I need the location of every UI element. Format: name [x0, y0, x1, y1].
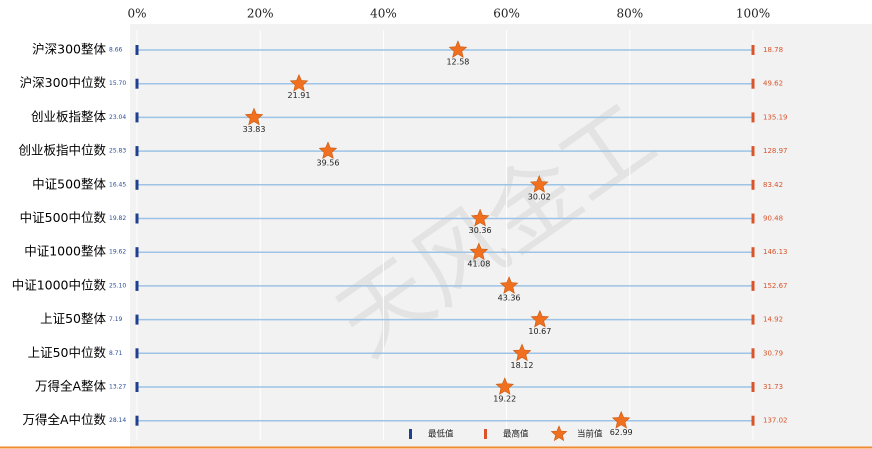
x-tick-label: 20% [247, 7, 274, 21]
min-marker [135, 314, 139, 325]
max-label: 90.48 [763, 215, 783, 223]
min-marker [135, 213, 139, 224]
min-label: 7.19 [109, 316, 123, 323]
min-label: 25.10 [109, 282, 126, 289]
min-label: 8.66 [109, 47, 123, 54]
current-label: 18.12 [511, 361, 534, 370]
min-marker [135, 146, 139, 157]
current-star [499, 276, 519, 294]
min-label: 8.71 [109, 350, 123, 357]
current-label: 33.83 [243, 125, 266, 134]
current-label: 43.36 [498, 293, 521, 302]
max-marker [751, 179, 755, 190]
category-label: 万得全A中位数 [22, 412, 106, 427]
max-marker [751, 213, 755, 224]
max-label: 31.73 [763, 383, 783, 391]
category-label: 中证1000整体 [24, 244, 106, 259]
current-label: 39.56 [317, 159, 340, 168]
category-label: 上证50中位数 [28, 345, 107, 360]
current-star [318, 141, 338, 160]
min-marker [135, 179, 139, 190]
current-star [611, 410, 631, 429]
min-marker [135, 382, 139, 392]
min-label: 19.82 [109, 215, 126, 222]
category-label: 中证1000中位数 [12, 277, 107, 292]
min-label: 19.62 [109, 249, 126, 256]
category-label: 万得全A整体 [35, 379, 107, 394]
min-marker [135, 78, 139, 89]
x-tick-label: 40% [370, 7, 397, 21]
max-marker [751, 382, 755, 392]
max-label: 135.19 [763, 113, 788, 121]
current-label: 19.22 [493, 395, 516, 404]
max-label: 137.02 [763, 417, 788, 425]
category-label: 上证50整体 [40, 311, 106, 326]
min-label: 16.45 [109, 181, 126, 188]
max-marker [751, 280, 755, 291]
min-label: 13.27 [109, 384, 126, 391]
x-tick-label: 60% [493, 7, 520, 21]
min-label: 28.14 [109, 417, 126, 424]
max-label: 30.79 [763, 349, 783, 357]
current-star [529, 175, 549, 193]
max-marker [751, 314, 755, 325]
current-label: 41.08 [467, 260, 490, 269]
max-label: 152.67 [763, 282, 788, 290]
max-label: 83.42 [763, 181, 783, 189]
current-label: 30.02 [528, 192, 551, 201]
min-label: 23.04 [109, 114, 126, 121]
current-star [289, 73, 309, 92]
min-marker [135, 280, 139, 291]
max-marker [751, 415, 755, 426]
min-marker [135, 112, 139, 123]
legend-swatch [409, 429, 412, 439]
max-marker [751, 348, 755, 359]
max-marker [751, 247, 755, 258]
x-tick-label: 80% [616, 7, 643, 21]
x-tick-label: 0% [127, 7, 146, 21]
current-label: 10.67 [528, 327, 551, 336]
current-star [448, 40, 468, 58]
min-marker [135, 247, 139, 258]
max-label: 18.78 [763, 46, 783, 54]
current-star [469, 242, 489, 261]
legend-swatch [550, 425, 568, 442]
legend-label: 当前值 [577, 429, 603, 440]
category-label: 创业板指中位数 [18, 143, 106, 158]
max-label: 49.62 [763, 80, 783, 88]
max-label: 14.92 [763, 316, 783, 324]
current-star [512, 343, 532, 362]
current-star [495, 377, 515, 395]
max-marker [751, 112, 755, 123]
category-label: 创业板指整体 [31, 109, 107, 124]
legend-label: 最低值 [428, 429, 454, 440]
current-label: 30.36 [469, 226, 492, 235]
current-label: 21.91 [288, 91, 311, 100]
current-star [470, 208, 490, 227]
min-label: 25.83 [109, 148, 126, 155]
max-marker [751, 78, 755, 89]
category-label: 中证500中位数 [20, 210, 107, 225]
legend-label: 最高值 [503, 429, 529, 440]
current-star [530, 309, 550, 328]
max-label: 128.97 [763, 147, 788, 155]
max-label: 146.13 [763, 248, 788, 256]
max-marker [751, 146, 755, 157]
min-label: 15.70 [109, 80, 126, 87]
min-marker [135, 45, 139, 55]
current-label: 62.99 [610, 428, 633, 437]
category-label: 沪深300中位数 [20, 75, 107, 90]
current-label: 12.58 [446, 58, 469, 67]
current-star [244, 107, 264, 126]
category-label: 沪深300整体 [32, 42, 106, 57]
min-marker [135, 348, 139, 359]
category-label: 中证500整体 [32, 176, 106, 191]
legend-swatch [484, 429, 487, 439]
x-tick-label: 100% [736, 7, 770, 21]
plot-background [130, 24, 872, 448]
min-marker [135, 415, 139, 426]
max-marker [751, 45, 755, 55]
